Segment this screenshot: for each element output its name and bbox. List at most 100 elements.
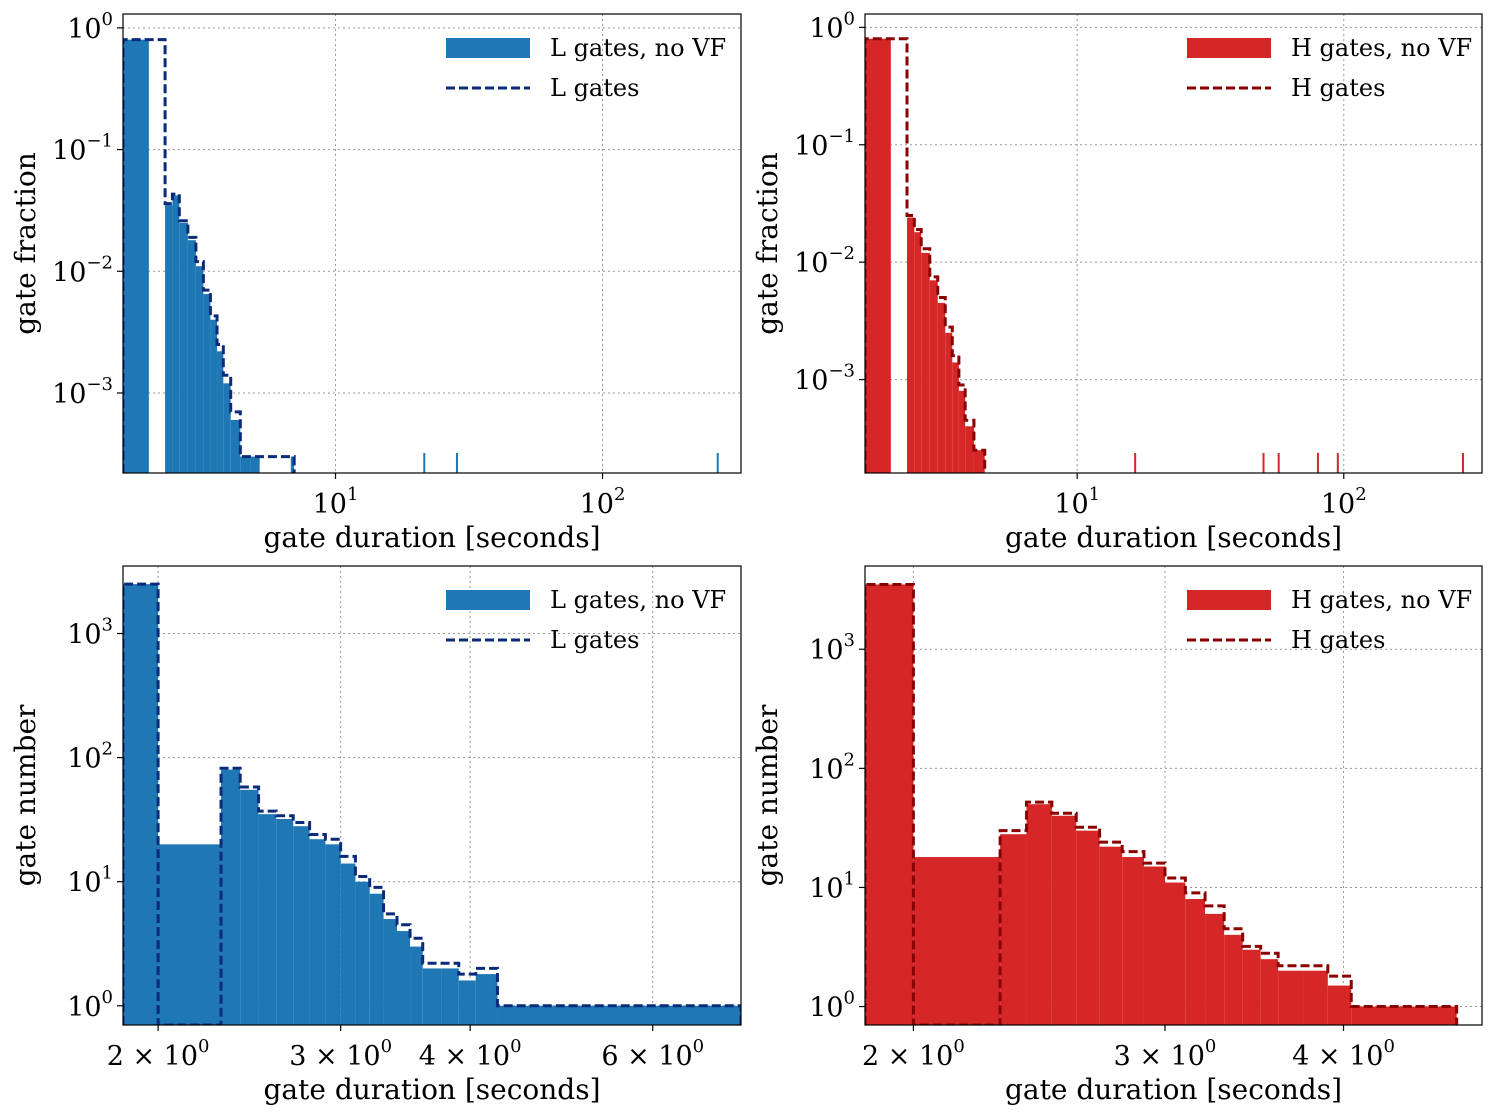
series-h-gates-no-vf: [865, 584, 1457, 1025]
y-tick-label: 102: [67, 739, 113, 775]
y-axis-label: gate fraction: [9, 152, 42, 335]
histogram-bar: [410, 946, 423, 1025]
histogram-bar: [1351, 1006, 1457, 1025]
histogram-bar: [865, 38, 891, 473]
axes-frame: [864, 13, 1483, 474]
x-tick-label: 4 × 100: [1292, 1036, 1395, 1072]
x-tick-label: 101: [313, 484, 359, 520]
histogram-bar: [203, 294, 211, 473]
legend-label: L gates, no VF: [550, 34, 726, 62]
y-tick-label: 100: [67, 987, 113, 1023]
histogram-bar: [945, 332, 953, 473]
histogram-bar: [1185, 898, 1206, 1025]
histogram-bar: [158, 844, 222, 1025]
histogram-bar: [240, 456, 251, 473]
histogram-bar: [1051, 815, 1077, 1025]
histogram-bar: [1278, 970, 1304, 1025]
histogram-bar: [1099, 846, 1123, 1025]
chart-bottom-right: 2 × 100 3 × 100 4 × 100 103 102 101 100 gate du…: [751, 565, 1483, 1106]
histogram-bar: [123, 584, 159, 1025]
chart-top-left: 101 102 100 10−1 10−2 10−3 gate duration [seco…: [9, 9, 742, 554]
y-tick-label: 101: [809, 868, 855, 904]
histogram-bar: [1122, 857, 1144, 1025]
series-l-gates-no-vf: [123, 584, 741, 1025]
histogram-bar: [210, 319, 218, 473]
histogram-bar: [1205, 913, 1225, 1025]
legend-swatch-filled: [446, 38, 530, 58]
histogram-bar: [258, 814, 277, 1025]
x-tick-label: 3 × 100: [1114, 1036, 1217, 1072]
histogram-bar: [123, 39, 149, 473]
histogram-bar: [383, 919, 397, 1025]
y-tick-label: 101: [67, 863, 113, 899]
y-axis-label: gate fraction: [751, 152, 784, 335]
histogram-bar: [921, 252, 930, 473]
y-tick-label: 103: [809, 630, 855, 666]
histogram-bar: [458, 980, 476, 1025]
legend-label: H gates, no VF: [1291, 34, 1472, 62]
y-axis-label: gate number: [751, 704, 784, 886]
y-tick-label: 10−1: [794, 126, 855, 162]
legend-swatch-filled: [446, 590, 530, 610]
histogram-bar: [230, 419, 241, 473]
x-tick-label: 2 × 100: [862, 1036, 965, 1072]
legend: L gates, no VF L gates: [446, 586, 726, 654]
axes-frame: [122, 13, 742, 474]
histogram-bar: [217, 351, 224, 473]
axes-frame: [864, 565, 1483, 1026]
histogram-bar: [240, 789, 259, 1025]
histogram-bar: [937, 302, 946, 473]
plot-area: [123, 582, 741, 1025]
legend-label: L gates: [550, 626, 639, 654]
histogram-bar: [355, 881, 370, 1025]
legend-swatch-filled: [1187, 38, 1271, 58]
series-h-gates-line: [865, 37, 987, 473]
histogram-bar: [913, 857, 1001, 1025]
histogram-bar: [973, 450, 985, 473]
histogram-bar: [965, 426, 974, 473]
histogram-bar: [221, 769, 241, 1025]
grid: [123, 14, 741, 473]
y-tick-label: 102: [809, 749, 855, 785]
histogram-bar: [1260, 959, 1279, 1025]
histogram-bar: [276, 819, 294, 1025]
y-tick-label: 10−3: [794, 361, 855, 397]
y-tick-label: 103: [67, 615, 113, 651]
chart-top-right: 101 102 100 10−1 10−2 10−3 gate duration [seco…: [751, 8, 1483, 554]
histogram-bar: [369, 893, 384, 1025]
histogram-bar: [1164, 882, 1186, 1025]
histogram-bar: [396, 931, 411, 1025]
histogram-bar: [325, 844, 341, 1025]
y-tick-label: 10−1: [52, 131, 113, 167]
x-tick-label: 102: [1321, 484, 1367, 520]
series-h-gates-no-vf: [865, 38, 985, 473]
x-tick-label: 2 × 100: [107, 1036, 210, 1072]
histogram-bar: [497, 1005, 741, 1025]
histogram-bar: [1143, 866, 1165, 1025]
series-l-gates-line: [123, 38, 296, 473]
legend: H gates, no VF H gates: [1187, 586, 1472, 654]
histogram-bar: [441, 968, 459, 1025]
histogram-bar: [309, 839, 326, 1025]
x-axis-label: gate duration [seconds]: [263, 1073, 600, 1106]
histogram-bar: [293, 826, 310, 1025]
histogram-bar: [187, 240, 196, 473]
histogram-bar: [172, 195, 180, 473]
y-tick-label: 10−2: [52, 252, 113, 288]
grid: [865, 14, 1482, 473]
series-l-gates-no-vf: [123, 39, 295, 473]
histogram-bar: [1327, 985, 1352, 1025]
histogram-bar: [340, 863, 356, 1025]
histogram-bar: [929, 280, 938, 473]
plot-area: [865, 37, 1464, 473]
histogram-bar: [1303, 970, 1328, 1025]
histogram-bar: [952, 362, 959, 473]
legend-label: L gates, no VF: [550, 586, 726, 614]
plot-area: [865, 582, 1459, 1025]
histogram-bar: [1000, 834, 1027, 1025]
histogram-bar: [1026, 804, 1052, 1025]
histogram-bar: [1242, 949, 1261, 1025]
series-l-gates-line: [123, 582, 741, 1025]
x-tick-label: 101: [1054, 484, 1100, 520]
